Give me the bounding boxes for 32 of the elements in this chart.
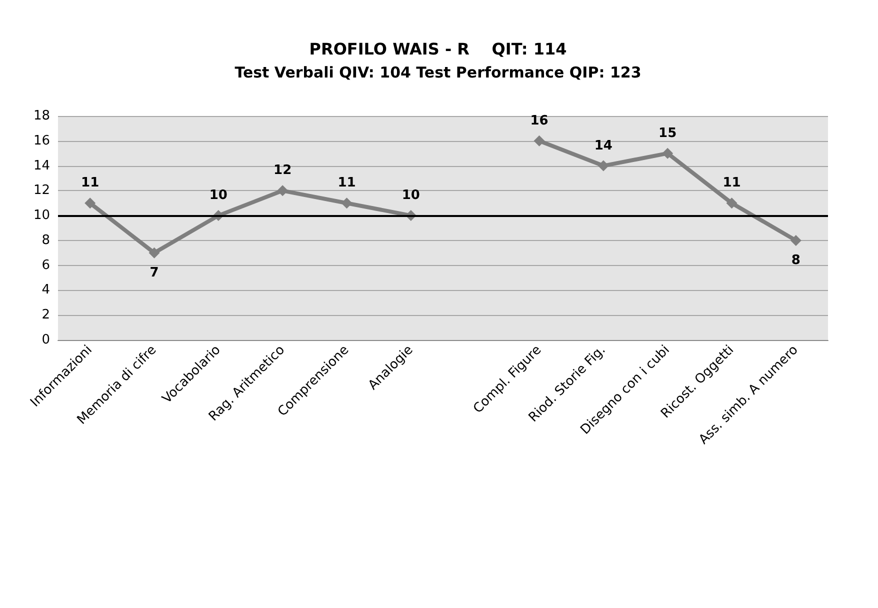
y-tick-label: 4	[42, 282, 50, 298]
y-tick-label: 2	[42, 308, 50, 323]
y-tick-label: 18	[33, 108, 50, 124]
data-label: 7	[150, 265, 159, 280]
data-label: 11	[722, 176, 741, 191]
point	[598, 160, 609, 172]
chart-title: PROFILO WAIS - R QIT: 114	[309, 40, 567, 58]
point	[148, 247, 160, 258]
y-tick-label: 12	[33, 183, 50, 198]
y-tick-label: 8	[42, 232, 50, 248]
y-tick-label: 14	[33, 158, 50, 174]
y-tick-label: 10	[33, 208, 50, 224]
y-tick-label: 0	[42, 332, 50, 348]
data-label: 15	[658, 126, 677, 141]
point	[726, 198, 738, 209]
y-tick-label: 16	[33, 133, 50, 148]
point	[790, 234, 802, 246]
point	[84, 198, 96, 209]
point	[534, 135, 545, 146]
data-label: 10	[402, 188, 420, 204]
data-label: 16	[530, 113, 548, 128]
point	[277, 185, 288, 196]
data-label: 12	[274, 163, 292, 178]
chart-subtitle: Test Verbali QIV: 104 Test Performance QIP: 123	[234, 64, 642, 82]
data-label: 8	[791, 252, 800, 268]
point	[662, 148, 674, 159]
data-label: 11	[338, 176, 356, 191]
y-tick-label: 6	[42, 258, 50, 273]
data-label: 11	[81, 176, 100, 191]
data-label: 10	[209, 188, 228, 204]
data-label: 14	[594, 138, 612, 154]
point	[341, 198, 352, 209]
